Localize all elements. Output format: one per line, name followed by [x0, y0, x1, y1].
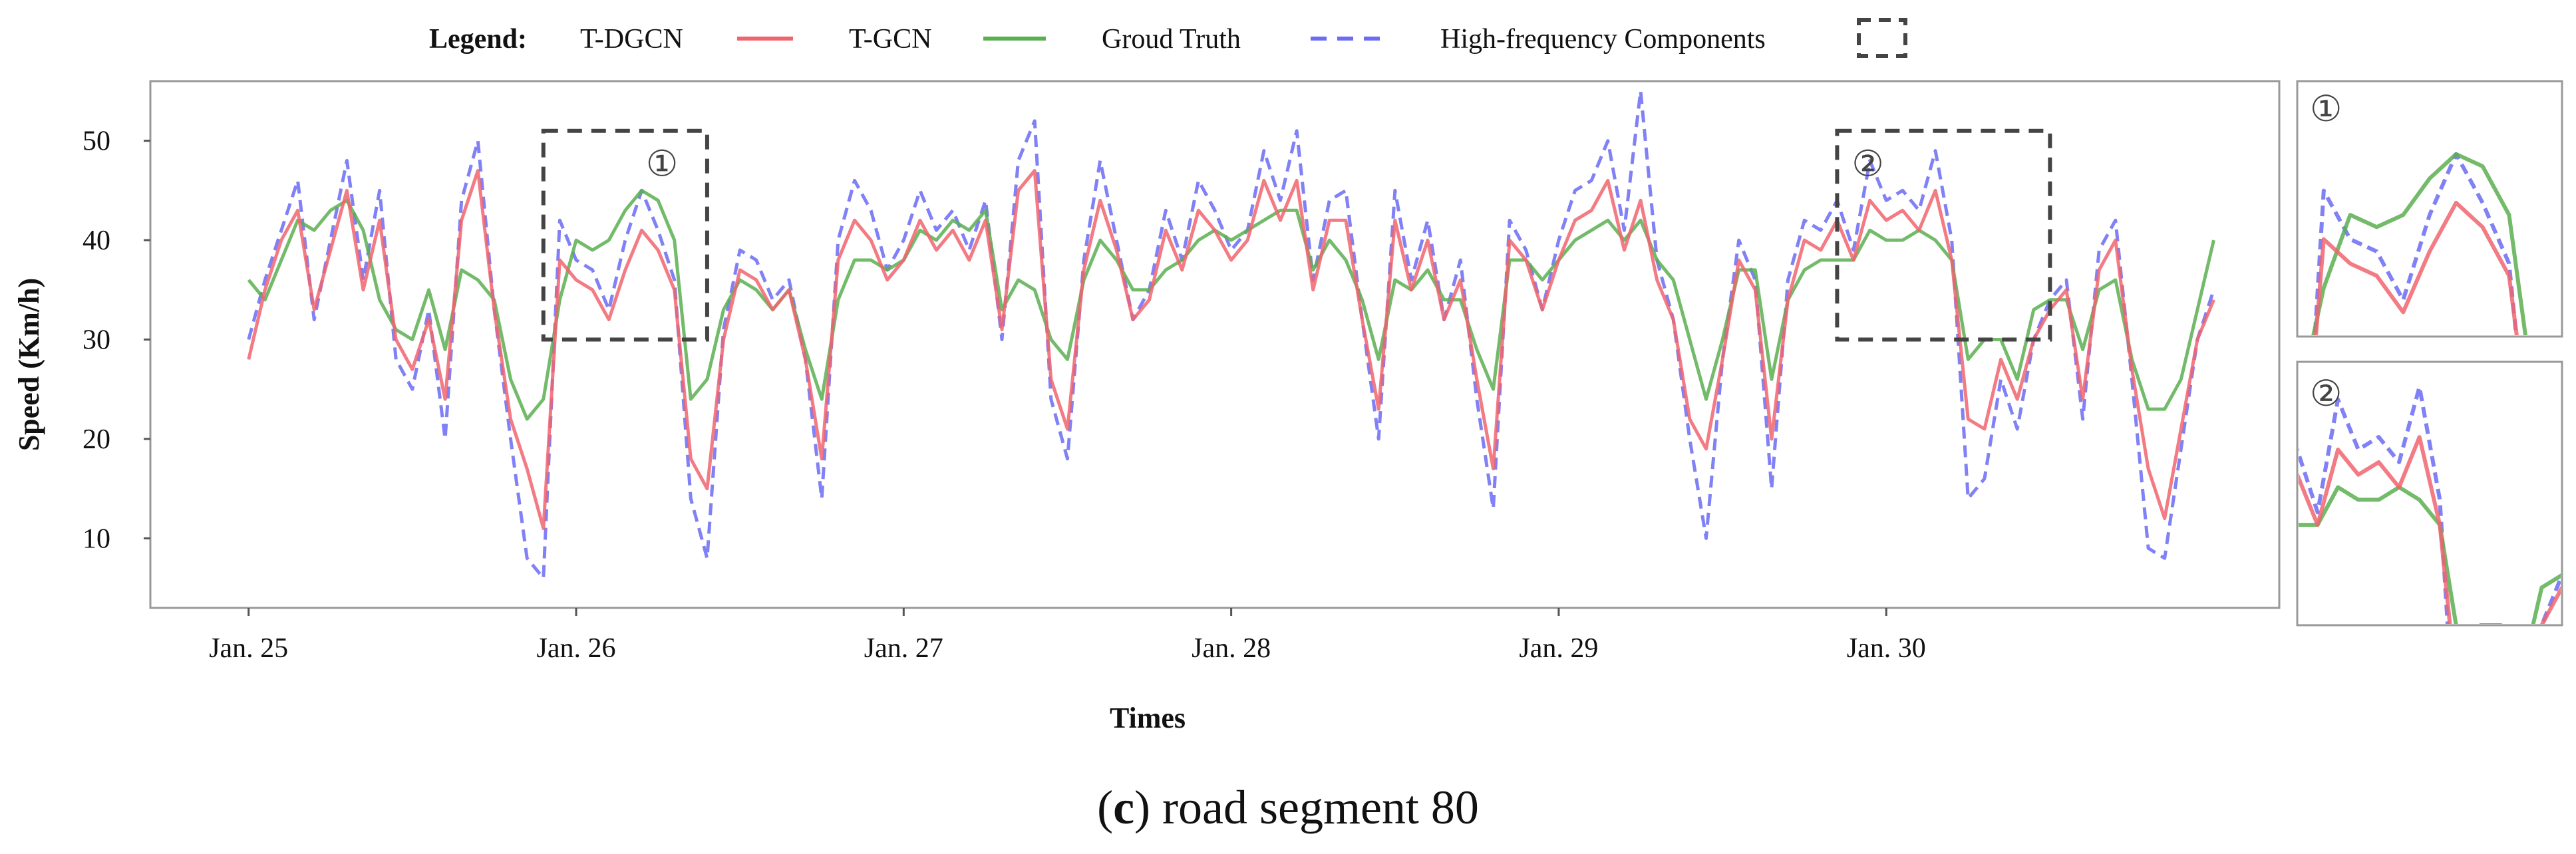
x-tick-label: Jan. 29: [1519, 633, 1598, 664]
inset-1-line-t-gcn: [2311, 152, 2528, 335]
y-tick-label: 30: [82, 325, 110, 356]
caption-close: ): [1134, 781, 1150, 834]
inset-2-label: ②: [2310, 374, 2342, 414]
highlight-box-1: [541, 128, 709, 342]
caption-text: road segment 80: [1150, 781, 1479, 834]
plot-frame: [149, 80, 2281, 609]
x-tick-label: Jan. 30: [1847, 633, 1926, 664]
legend: Legend: T-DGCN T-GCN Groud Truth High-fr…: [429, 18, 1907, 58]
figure-caption: (c) road segment 80: [1097, 781, 1479, 834]
inset-1-label: ①: [2310, 89, 2342, 129]
highlight-box-label-2: ②: [1852, 144, 1883, 184]
y-tick-label: 40: [82, 225, 110, 256]
legend-label-tdgcn: T-DGCN: [580, 24, 683, 55]
caption-open: (: [1097, 781, 1113, 834]
inset-1-series: [2311, 152, 2528, 335]
inset-2-frame: [2296, 360, 2563, 627]
series-group: [247, 89, 2215, 580]
series-line-t-dgcn: [247, 169, 2215, 530]
legend-label-high-frequency: High-frequency Components: [1440, 24, 1766, 55]
inset-2: ②: [2296, 360, 2563, 627]
caption-letter: c: [1113, 781, 1134, 834]
y-axis-title: Speed (Km/h): [13, 278, 45, 451]
highlight-box-2: [1835, 128, 2052, 342]
inset-2-line-t-gcn: [2299, 485, 2561, 624]
x-tick-label: Jan. 28: [1192, 633, 1271, 664]
y-tick-label: 10: [82, 523, 110, 554]
x-axis: Jan. 25 Jan. 26 Jan. 27 Jan. 28 Jan. 29 Jan. …: [209, 608, 1926, 664]
inset-1-line-groud-truth: [2313, 152, 2519, 335]
legend-title: Legend:: [429, 24, 527, 55]
legend-label-ground-truth: Groud Truth: [1102, 24, 1241, 55]
inset-2-line-t-dgcn: [2299, 435, 2561, 624]
inset-1: ①: [2296, 80, 2563, 338]
series-line-t-gcn: [247, 188, 2215, 421]
inset-1-line-t-dgcn: [2314, 200, 2519, 335]
legend-swatch-high-frequency: [1857, 18, 1907, 58]
x-tick-label: Jan. 26: [537, 633, 616, 664]
x-tick-label: Jan. 25: [209, 633, 288, 664]
legend-label-tgcn: T-GCN: [849, 24, 931, 55]
inset-2-line-groud-truth: [2299, 384, 2561, 624]
inset-2-series: [2299, 384, 2561, 624]
series-line-groud-truth: [247, 89, 2215, 580]
y-axis: 10 20 30 40 50: [82, 126, 150, 554]
y-tick-label: 50: [82, 126, 110, 157]
y-tick-label: 20: [82, 424, 110, 455]
x-tick-label: Jan. 27: [864, 633, 943, 664]
x-axis-title: Times: [1110, 702, 1186, 734]
highlight-box-label-1: ①: [646, 144, 678, 184]
